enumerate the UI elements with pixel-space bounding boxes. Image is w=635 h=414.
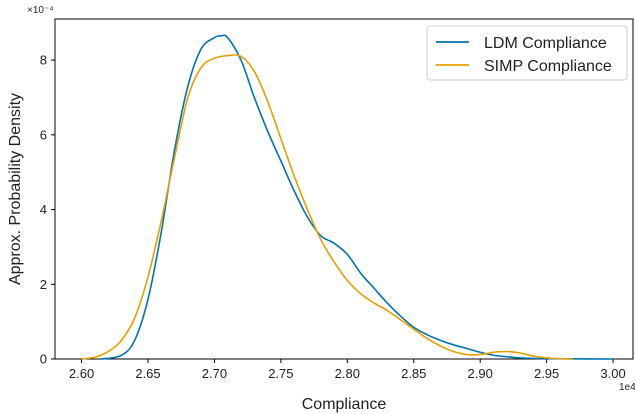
legend: LDM Compliance SIMP Compliance (426, 25, 628, 81)
plot-frame (54, 18, 634, 360)
x-tick-label: 2.90 (468, 366, 493, 381)
series-lines (81, 34, 614, 360)
x-tick-label: 2.80 (335, 366, 360, 381)
y-axis-ticks: 0 2 4 6 8 (40, 53, 55, 367)
y-tick-label: 4 (40, 202, 47, 217)
x-axis-ticks: 2.60 2.65 2.70 2.75 2.80 2.85 2.90 2.95 3.00 (69, 359, 626, 381)
legend-box (426, 25, 628, 81)
y-tick-label: 8 (40, 53, 47, 68)
legend-label-simp: SIMP Compliance (484, 58, 612, 75)
ldm-density-line (101, 34, 614, 360)
x-tick-label: 2.95 (534, 366, 559, 381)
legend-label-ldm: LDM Compliance (484, 35, 607, 52)
x-tick-label: 2.65 (135, 366, 160, 381)
x-tick-label: 2.70 (202, 366, 227, 381)
x-tick-label: 2.60 (69, 366, 94, 381)
x-tick-label: 3.00 (600, 366, 625, 381)
y-tick-label: 0 (40, 352, 47, 367)
x-multiplier-label: 1e4 (619, 382, 635, 393)
y-tick-label: 2 (40, 277, 47, 292)
y-multiplier-label: ×10⁻⁴ (27, 5, 54, 16)
x-tick-label: 2.85 (401, 366, 426, 381)
simp-density-line (81, 54, 574, 360)
y-tick-label: 6 (40, 127, 47, 142)
y-axis-title: Approx. Probability Density (7, 93, 24, 285)
x-axis-title: Compliance (302, 396, 387, 413)
x-tick-label: 2.75 (268, 366, 293, 381)
